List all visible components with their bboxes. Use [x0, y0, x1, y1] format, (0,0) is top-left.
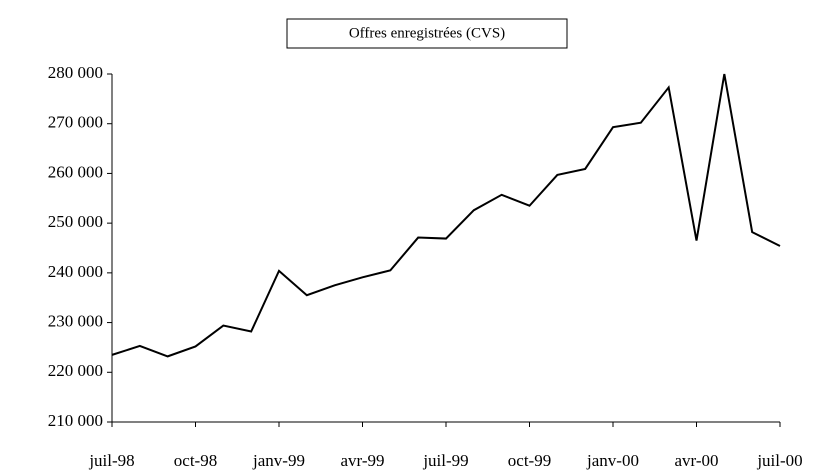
y-tick-label: 230 000: [48, 311, 103, 330]
line: [111, 73, 781, 358]
y-tick-label: 280 000: [48, 63, 103, 82]
x-tick-label: juil-00: [756, 451, 802, 470]
y-tick-label: 220 000: [48, 361, 103, 380]
y-tick-label: 250 000: [48, 212, 103, 231]
x-tick-label: juil-98: [88, 451, 134, 470]
y-tick-label: 240 000: [48, 262, 103, 281]
x-tick-label: oct-99: [508, 451, 551, 470]
x-tick-label: avr-99: [340, 451, 384, 470]
x-tick-label: janv-99: [252, 451, 305, 470]
title-box: [286, 18, 568, 49]
x-tick-label: avr-00: [674, 451, 718, 470]
y-tick-label: 270 000: [48, 113, 103, 132]
x-tick-label: oct-98: [174, 451, 217, 470]
x-tick-label: juil-99: [422, 451, 468, 470]
y-tick-label: 210 000: [48, 411, 103, 430]
chart-title: Offres enregistrées (CVS): [349, 25, 505, 41]
y-tick-label: 260 000: [48, 162, 103, 181]
x-tick-label: janv-00: [586, 451, 639, 470]
